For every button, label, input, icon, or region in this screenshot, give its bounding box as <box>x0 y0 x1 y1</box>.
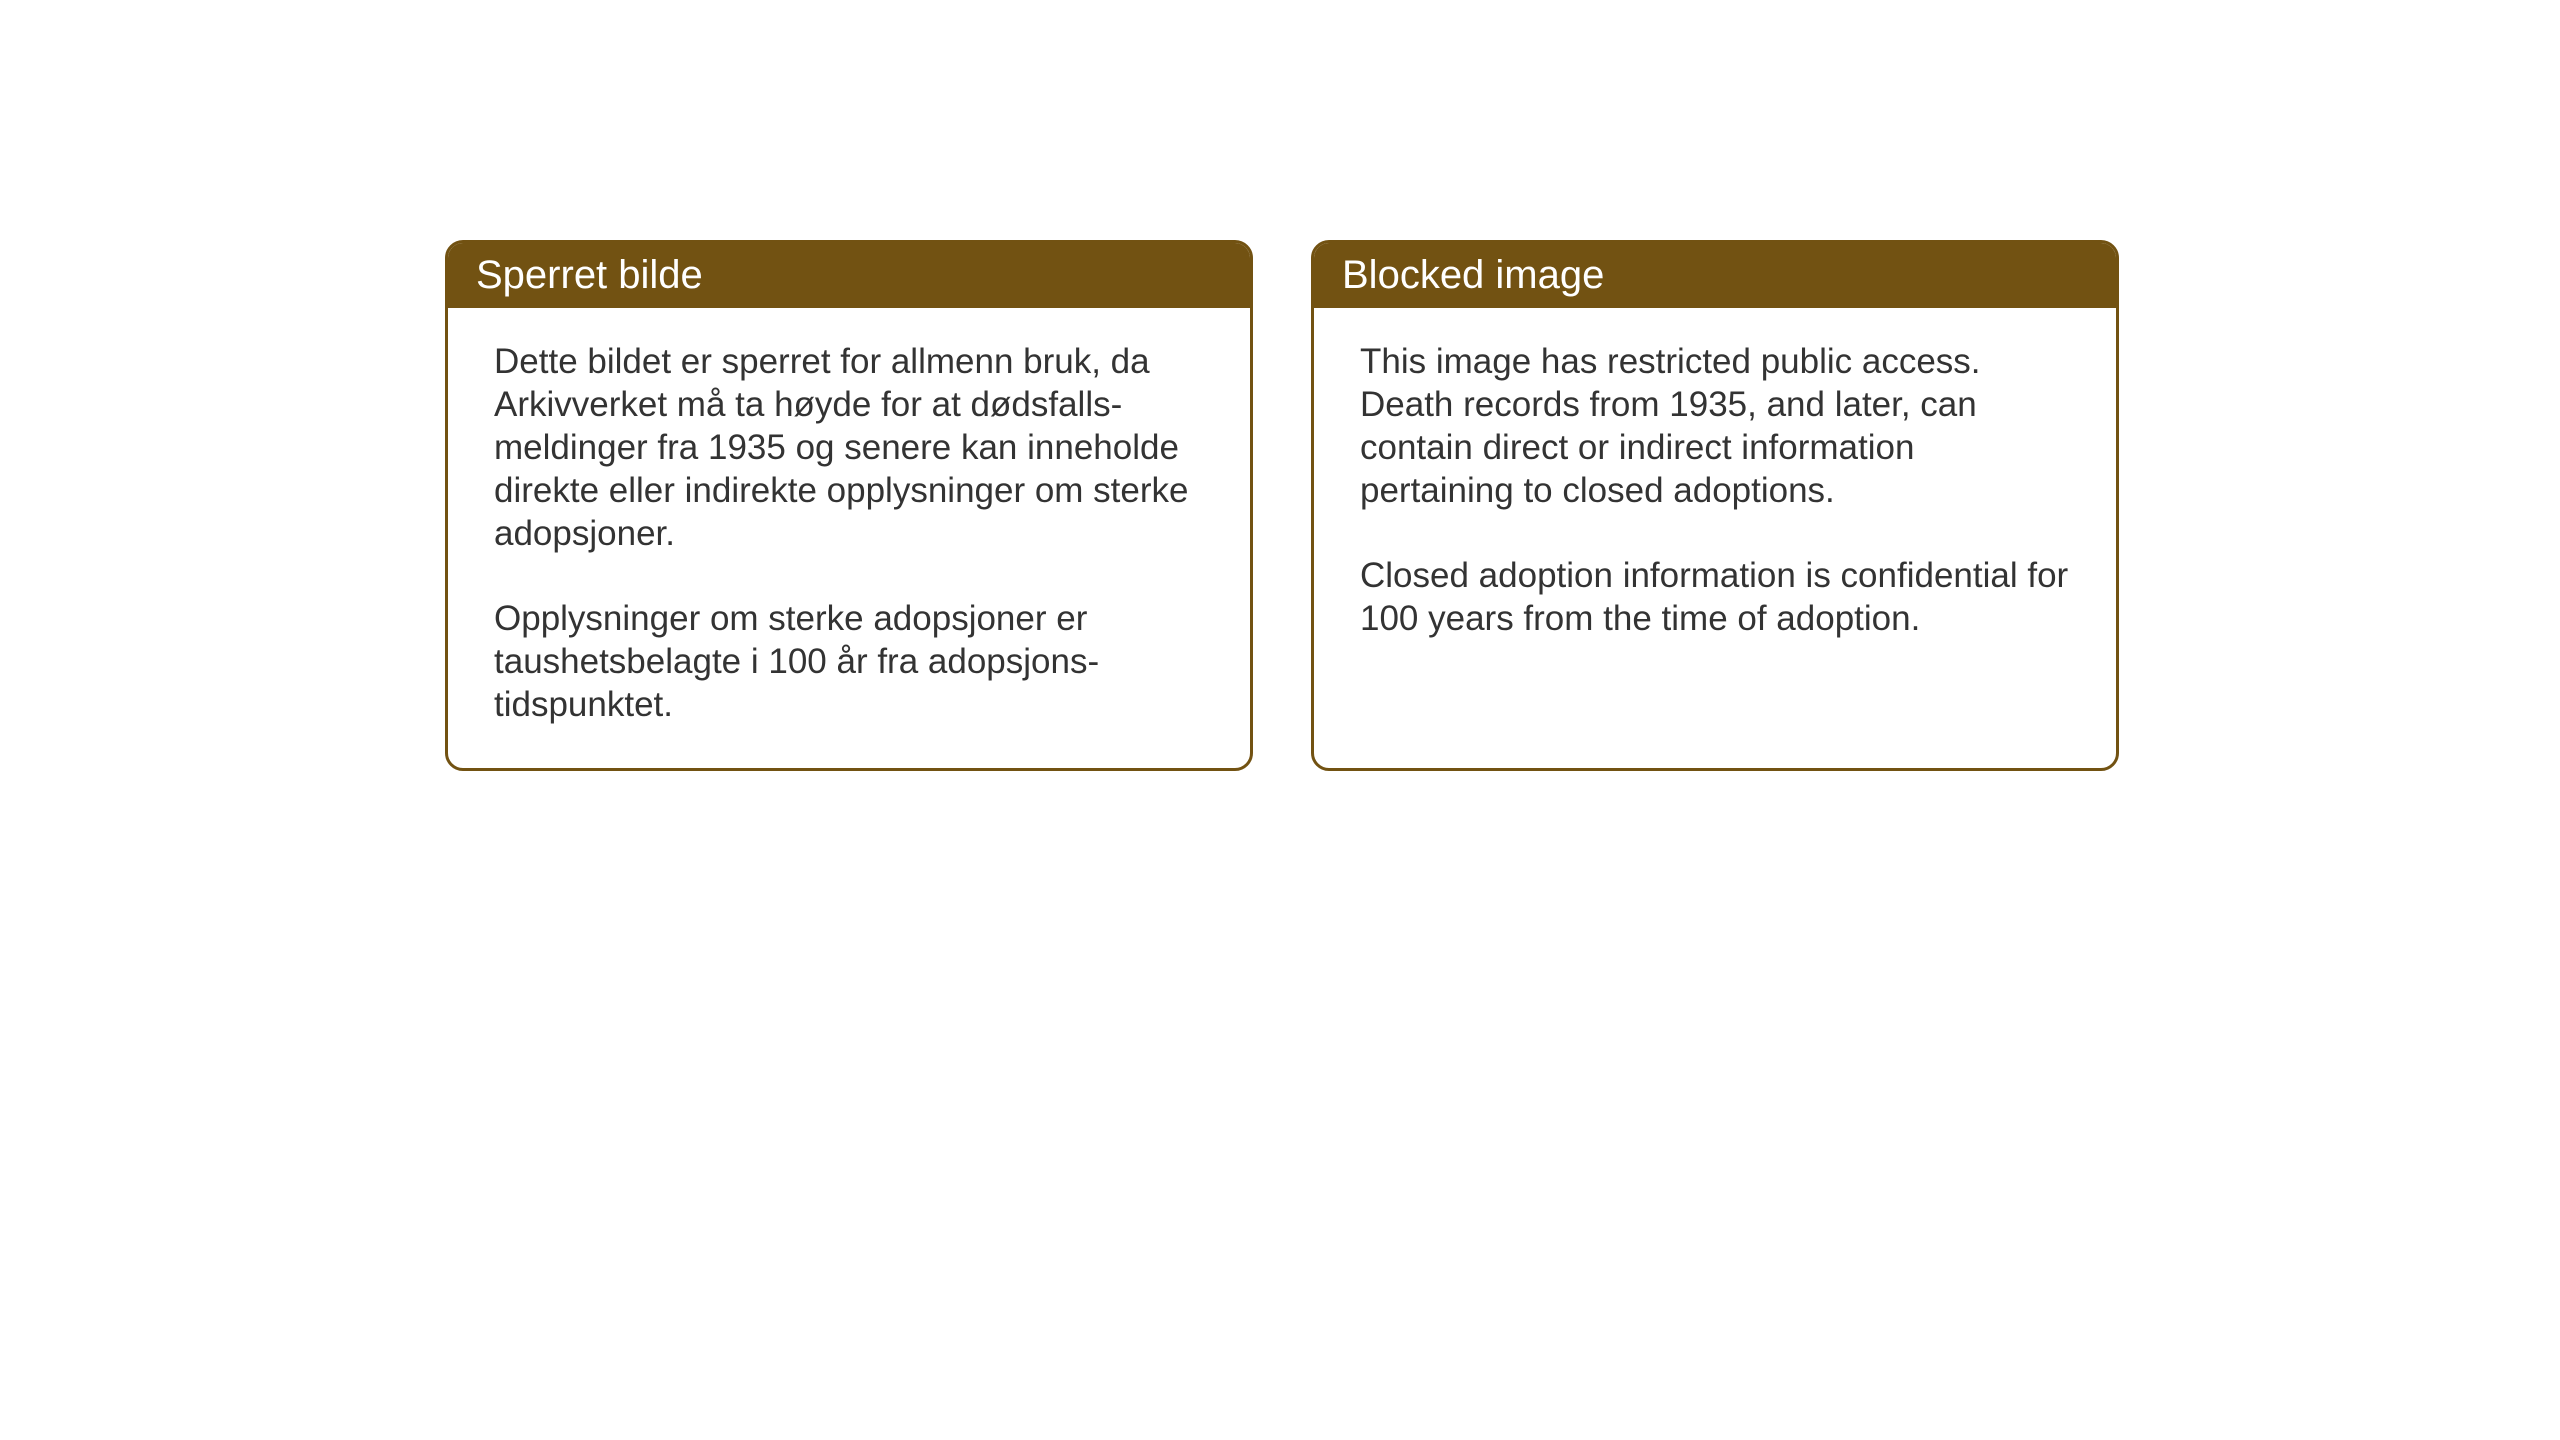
notice-body-english: This image has restricted public access.… <box>1314 308 2116 682</box>
notice-paragraph: Dette bildet er sperret for allmenn bruk… <box>494 340 1204 555</box>
notice-container: Sperret bilde Dette bildet er sperret fo… <box>445 240 2119 771</box>
notice-header-english: Blocked image <box>1314 243 2116 308</box>
notice-paragraph: Opplysninger om sterke adopsjoner er tau… <box>494 597 1204 726</box>
notice-body-norwegian: Dette bildet er sperret for allmenn bruk… <box>448 308 1250 768</box>
notice-box-norwegian: Sperret bilde Dette bildet er sperret fo… <box>445 240 1253 771</box>
notice-paragraph: Closed adoption information is confident… <box>1360 554 2070 640</box>
notice-header-norwegian: Sperret bilde <box>448 243 1250 308</box>
notice-box-english: Blocked image This image has restricted … <box>1311 240 2119 771</box>
notice-paragraph: This image has restricted public access.… <box>1360 340 2070 512</box>
